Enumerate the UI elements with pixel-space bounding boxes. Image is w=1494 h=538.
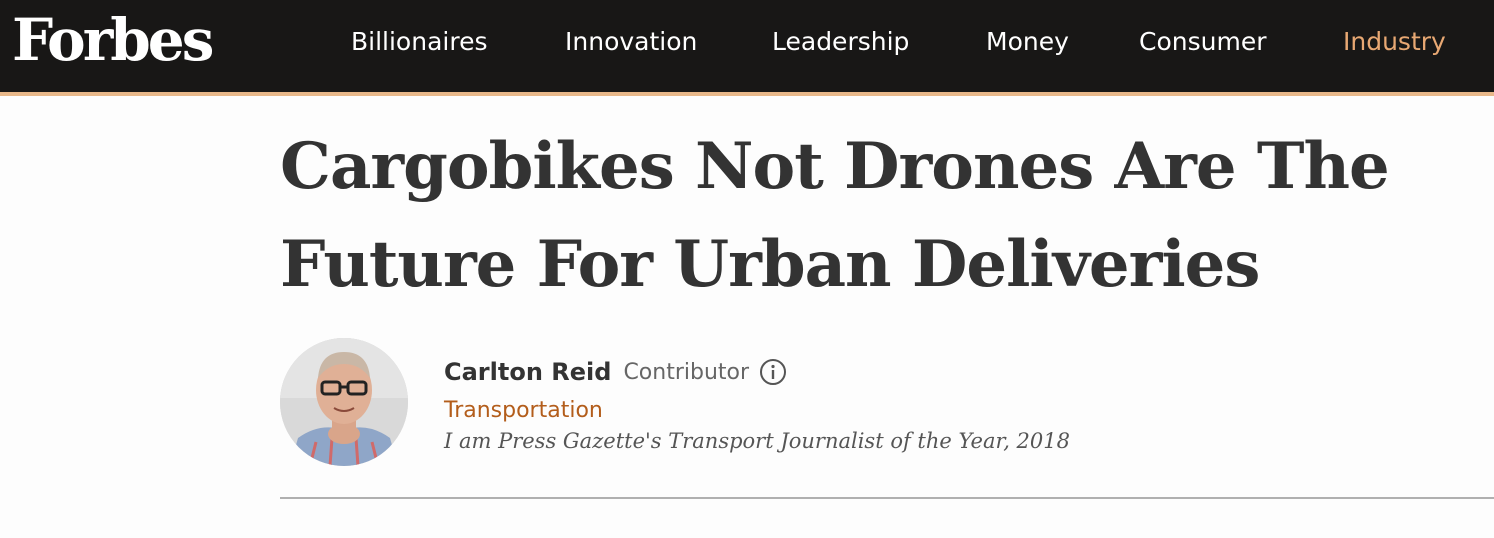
article-byline: Carlton Reid Contributor Transportation …: [444, 352, 1070, 453]
nav-item-billionaires[interactable]: Billionaires: [351, 26, 488, 56]
author-role: Contributor: [623, 359, 750, 385]
author-channel-link[interactable]: Transportation: [444, 398, 603, 423]
nav-accent-line: [0, 92, 1494, 96]
author-name[interactable]: Carlton Reid: [444, 358, 612, 386]
byline-divider: [280, 497, 1494, 499]
nav-item-consumer[interactable]: Consumer: [1139, 26, 1267, 56]
nav-item-leadership[interactable]: Leadership: [772, 26, 910, 56]
author-row: Carlton Reid Contributor: [444, 352, 1070, 392]
nav-item-industry[interactable]: Industry: [1343, 26, 1446, 56]
article-headline: Cargobikes Not Drones Are The Future For…: [280, 118, 1480, 314]
top-navigation-bar: Forbes Billionaires Innovation Leadershi…: [0, 0, 1494, 92]
author-avatar[interactable]: [280, 338, 408, 466]
author-portrait-icon: [280, 338, 408, 466]
headline-line-2: Future For Urban Deliveries: [280, 227, 1260, 302]
headline-line-1: Cargobikes Not Drones Are The: [280, 129, 1390, 204]
nav-item-money[interactable]: Money: [986, 26, 1069, 56]
forbes-logo[interactable]: Forbes: [12, 6, 214, 74]
info-icon[interactable]: [759, 358, 787, 386]
author-bio: I am Press Gazette's Transport Journalis…: [444, 429, 1070, 453]
nav-item-innovation[interactable]: Innovation: [565, 26, 698, 56]
